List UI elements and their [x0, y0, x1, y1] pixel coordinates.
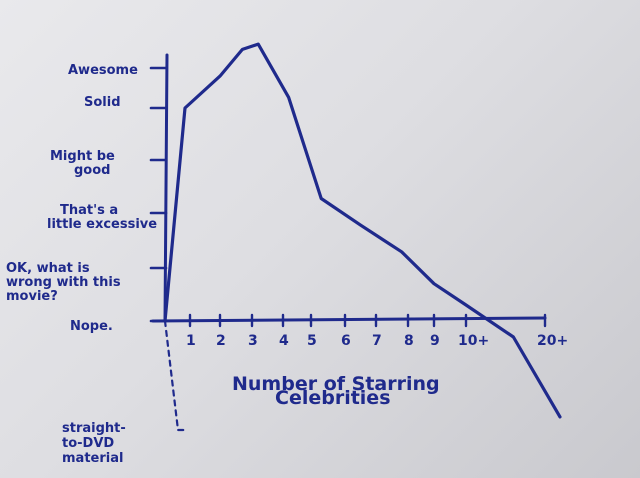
x-tick-label: 4	[279, 333, 289, 349]
x-tick-label: 10+	[458, 333, 489, 349]
x-tick-label: 6	[341, 333, 351, 349]
x-axis-label-line-1: Number of Starring	[232, 373, 440, 395]
y-tick-label: Nope.	[70, 319, 113, 334]
x-tick-label: 7	[372, 333, 382, 349]
x-tick-label: 9	[430, 333, 440, 349]
below-axis-dashed-line	[163, 319, 188, 432]
y-tick-label: That's a little excessive	[47, 203, 157, 232]
x-tick-label: 1	[186, 333, 196, 349]
x-axis-label-line-2: Celebrities	[275, 387, 391, 409]
x-tick-label: 8	[404, 333, 414, 349]
x-tick-label: 5	[307, 333, 317, 349]
y-tick-label: Solid	[84, 95, 121, 110]
y-axis	[163, 53, 169, 323]
y-tick-label: OK, what is wrong with this movie?	[6, 261, 121, 304]
x-tick-label: 3	[248, 333, 258, 349]
series-line	[163, 42, 562, 419]
x-tick-label: 20+	[537, 333, 568, 349]
x-tick-label: 2	[216, 333, 226, 349]
x-axis	[151, 316, 547, 323]
y-tick-label: Might be good	[50, 149, 115, 178]
y-tick-label: Awesome	[68, 63, 138, 78]
below-axis-label: straight-to-DVD material	[62, 421, 126, 466]
